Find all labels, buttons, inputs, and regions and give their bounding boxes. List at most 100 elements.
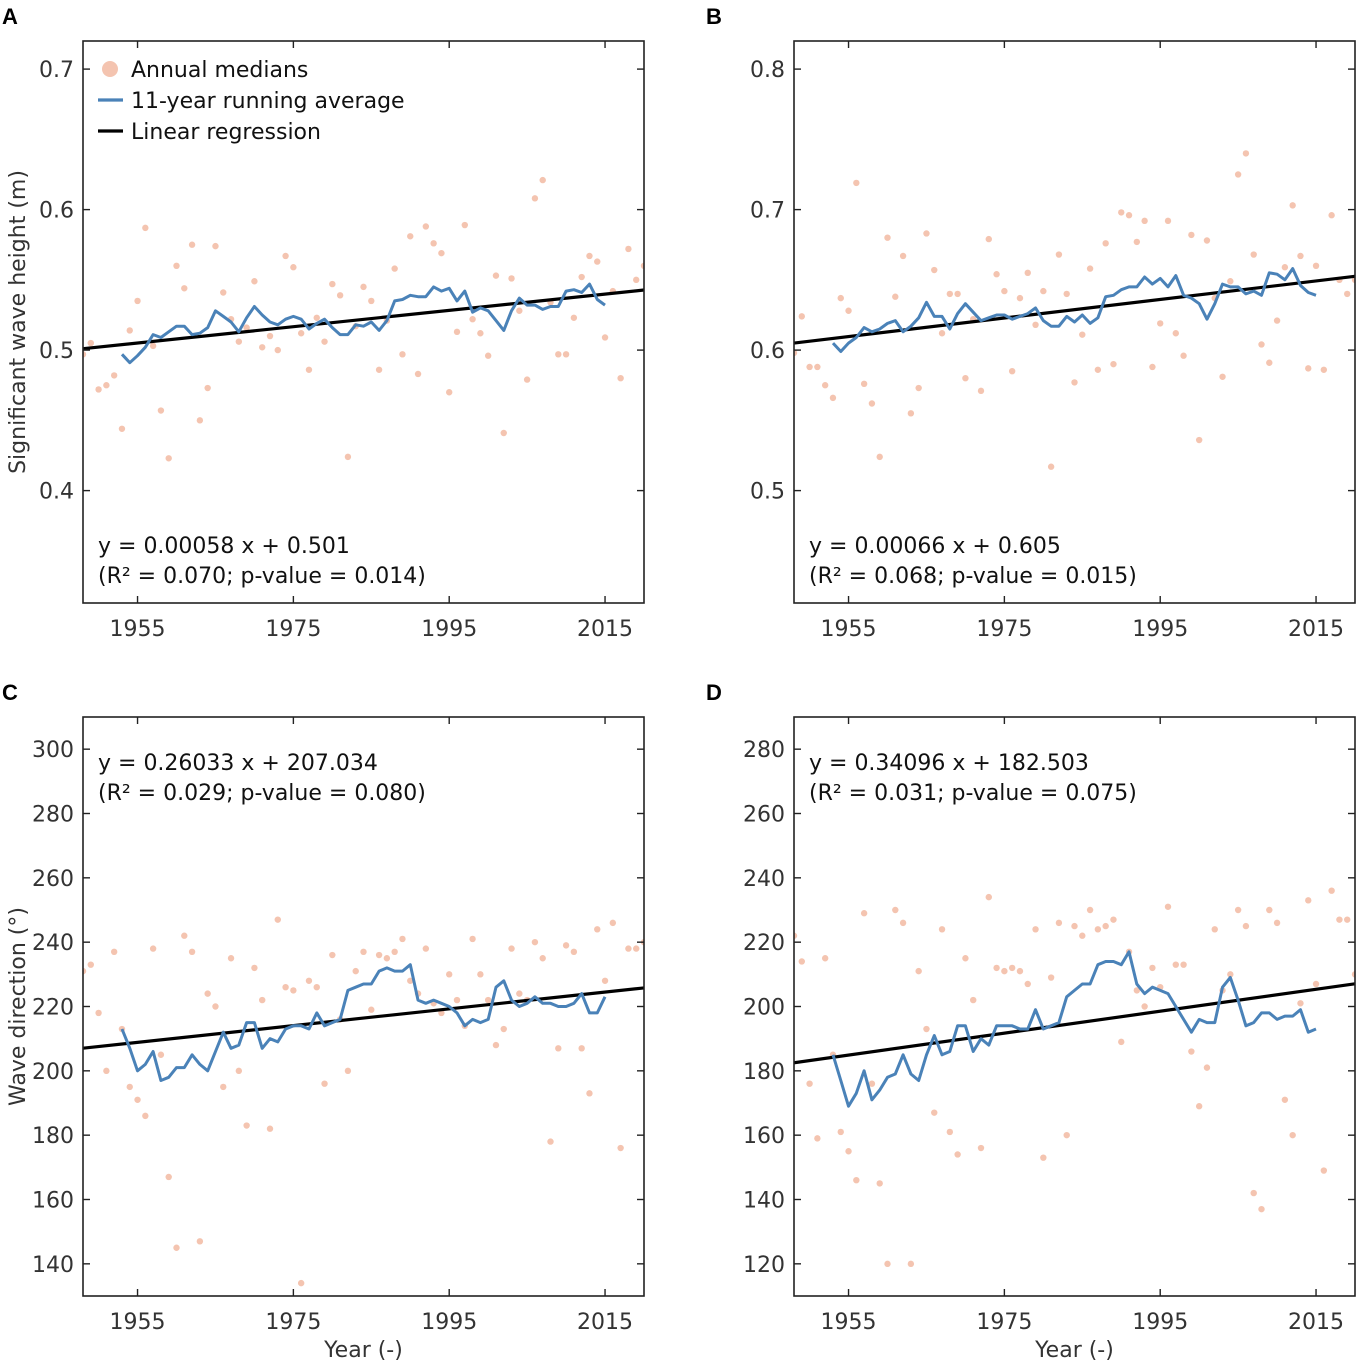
median-point-b-1950 (806, 363, 813, 371)
median-point-b-1953 (829, 394, 837, 402)
regression-equation-c: y = 0.26033 x + 207.034 (98, 751, 378, 776)
median-point-d-2009 (1266, 906, 1273, 914)
median-point-d-1956 (853, 1177, 860, 1184)
median-point-a-1992 (422, 223, 430, 230)
median-point-b-1960 (884, 234, 891, 241)
median-point-a-1962 (188, 241, 196, 248)
median-point-c-1951 (103, 1067, 110, 1075)
median-point-b-1958 (868, 400, 876, 407)
y-tick-label-c-1: 160 (32, 1189, 74, 1214)
median-point-c-1996 (453, 996, 461, 1004)
y-tick-label-c-2: 180 (32, 1124, 74, 1149)
median-point-d-1977 (1016, 967, 1024, 975)
median-point-a-1977 (305, 366, 313, 373)
x-tick-label-a-1975: 1975 (265, 617, 321, 642)
median-point-d-1988 (1102, 922, 1109, 930)
median-point-b-1989 (1110, 360, 1117, 368)
median-point-c-1978 (313, 984, 320, 991)
median-point-a-1957 (149, 342, 157, 350)
median-point-d-2001 (1203, 1064, 1211, 1071)
median-point-d-1970 (962, 955, 969, 962)
median-point-c-1984 (360, 948, 367, 956)
median-point-b-2003 (1219, 373, 1226, 380)
median-point-b-2019 (1344, 290, 1351, 298)
median-point-b-2009 (1266, 359, 1273, 366)
median-point-d-1983 (1063, 1131, 1070, 1139)
median-point-b-1979 (1032, 321, 1039, 329)
median-point-b-1982 (1055, 251, 1063, 258)
median-point-c-1982 (344, 1067, 352, 1075)
median-point-c-2011 (570, 948, 578, 956)
median-point-b-2012 (1289, 202, 1296, 209)
median-point-a-1996 (453, 328, 461, 336)
y-tick-label-a-2: 0.6 (39, 199, 74, 224)
median-point-b-1994 (1149, 363, 1156, 371)
median-point-a-2004 (516, 307, 523, 314)
regression-line-a (83, 288, 644, 351)
axes-frame-b (793, 40, 1356, 604)
y-tick-label-c-0: 140 (32, 1253, 74, 1278)
median-point-b-1995 (1157, 320, 1164, 327)
median-point-c-2002 (500, 1025, 507, 1033)
median-point-b-2014 (1305, 365, 1312, 372)
median-point-a-2013 (586, 252, 593, 260)
median-point-b-1967 (938, 330, 946, 337)
y-axis-label-a: Significant wave height (m) (6, 170, 31, 474)
median-point-a-1968 (235, 338, 243, 345)
running-average-line-c (120, 963, 607, 1082)
running-average-line-b (831, 267, 1317, 353)
median-point-a-1972 (266, 332, 274, 340)
x-tick-label-a-2015: 2015 (577, 617, 633, 642)
median-point-c-1988 (391, 948, 398, 956)
median-point-c-1990 (407, 977, 414, 984)
median-point-b-2013 (1297, 252, 1304, 260)
median-point-d-1989 (1110, 916, 1117, 923)
median-point-a-1974 (282, 252, 289, 260)
median-point-a-2000 (484, 352, 492, 359)
median-point-a-1989 (399, 351, 406, 358)
x-tick-label-c-2015: 2015 (577, 1310, 633, 1335)
median-point-c-2015 (601, 977, 609, 984)
median-point-a-1966 (220, 289, 227, 296)
median-point-b-1963 (907, 410, 915, 417)
median-point-d-1969 (954, 1151, 961, 1158)
median-point-c-1961 (181, 932, 188, 939)
median-point-c-1971 (259, 996, 266, 1004)
median-point-d-1982 (1055, 919, 1063, 927)
regression-equation-d: y = 0.34096 x + 182.503 (809, 751, 1089, 776)
median-point-b-1974 (993, 271, 1000, 278)
y-axis-label-c: Wave direction (°) (6, 907, 31, 1106)
median-point-d-1957 (860, 910, 868, 917)
x-tick-label-c-1955: 1955 (110, 1310, 166, 1335)
regression-equation-a: y = 0.00058 x + 0.501 (98, 534, 350, 559)
median-point-d-1961 (892, 906, 899, 914)
median-point-d-1985 (1079, 932, 1086, 939)
median-point-d-1975 (1001, 967, 1008, 975)
median-point-a-1998 (469, 315, 476, 323)
median-point-a-1982 (344, 453, 352, 461)
median-point-a-1965 (212, 242, 219, 250)
median-point-b-2004 (1227, 278, 1234, 285)
median-point-b-2005 (1234, 171, 1242, 178)
median-point-b-2016 (1320, 366, 1328, 373)
median-point-c-1962 (188, 948, 196, 956)
plot-area-d (794, 887, 1355, 1268)
plot-area-b (794, 150, 1355, 470)
median-point-d-1990 (1118, 1038, 1125, 1046)
median-point-d-1979 (1032, 926, 1039, 933)
median-point-d-1958 (868, 1080, 876, 1087)
median-point-d-2004 (1227, 971, 1234, 978)
median-point-d-1952 (821, 955, 829, 962)
y-tick-label-d-2: 160 (743, 1124, 785, 1149)
y-tick-label-d-3: 180 (743, 1060, 785, 1085)
panel-letter-c: C (2, 680, 18, 705)
median-point-c-2003 (508, 945, 515, 952)
median-point-b-2010 (1273, 317, 1281, 324)
median-point-b-2006 (1242, 150, 1250, 157)
median-point-c-1972 (266, 1125, 274, 1132)
x-axis-label-c: Year (-) (323, 1338, 403, 1361)
median-point-d-1987 (1094, 926, 1102, 933)
median-point-c-1986 (375, 951, 383, 959)
median-point-a-1995 (446, 389, 453, 396)
median-point-a-2018 (625, 245, 632, 253)
